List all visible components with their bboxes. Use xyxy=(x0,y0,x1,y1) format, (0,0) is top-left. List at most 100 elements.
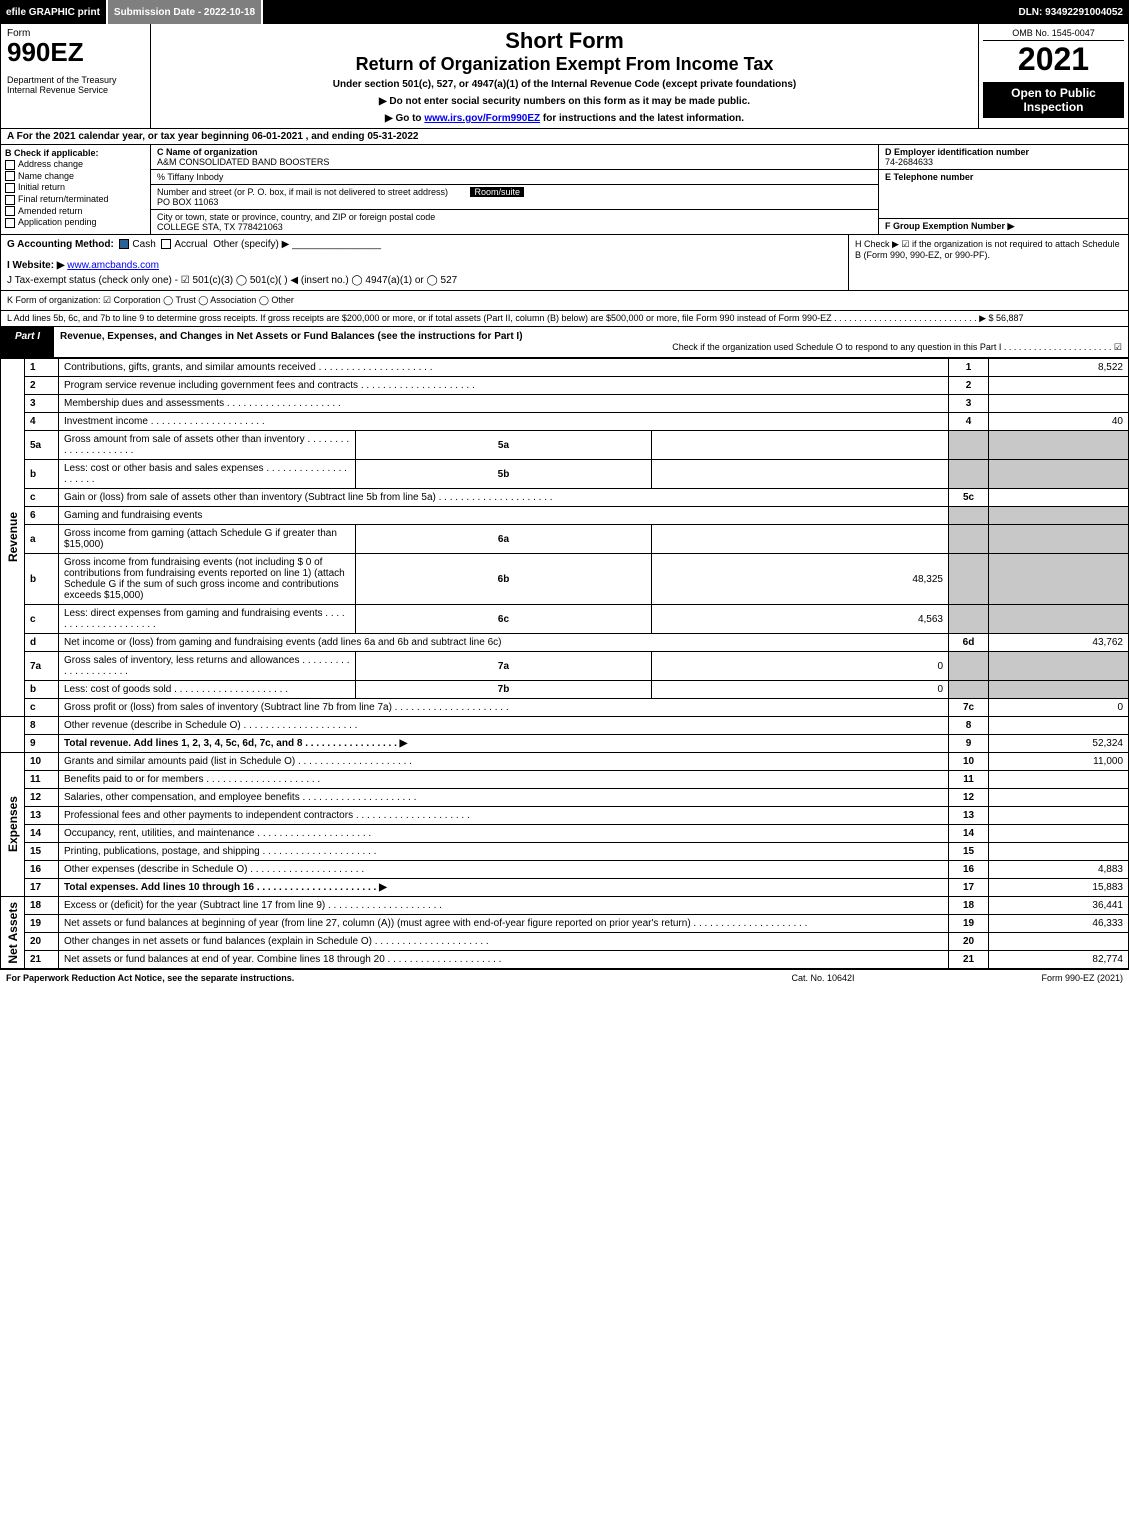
other-specify: Other (specify) ▶ xyxy=(213,239,289,250)
line-2-val xyxy=(989,377,1129,395)
line-17-desc: Total expenses. Add lines 10 through 16 … xyxy=(64,882,387,893)
chk-initial-return[interactable]: Initial return xyxy=(5,182,146,193)
goto-instructions: ▶ Go to www.irs.gov/Form990EZ for instru… xyxy=(157,113,972,124)
line-8-val xyxy=(989,717,1129,735)
line-12-rn: 12 xyxy=(949,789,989,807)
line-1-desc: Contributions, gifts, grants, and simila… xyxy=(64,362,433,373)
street-address: PO BOX 11063 xyxy=(157,197,218,207)
efile-print-label[interactable]: efile GRAPHIC print xyxy=(0,0,108,24)
line-7b-sn: 7b xyxy=(355,681,652,699)
form-ref: Form 990-EZ (2021) xyxy=(923,973,1123,983)
line-21-desc: Net assets or fund balances at end of ye… xyxy=(64,954,501,965)
f-group-exemption: F Group Exemption Number ▶ xyxy=(885,221,1014,231)
i-website-label: I Website: ▶ xyxy=(7,260,65,271)
line-11-val xyxy=(989,771,1129,789)
line-17-num: 17 xyxy=(25,879,59,897)
line-5c-val xyxy=(989,489,1129,507)
line-8-rn: 8 xyxy=(949,717,989,735)
form-number: 990EZ xyxy=(7,39,144,65)
line-2-num: 2 xyxy=(25,377,59,395)
shade-6c-v xyxy=(989,605,1129,634)
line-15-val xyxy=(989,843,1129,861)
line-11-num: 11 xyxy=(25,771,59,789)
chk-address-change[interactable]: Address change xyxy=(5,159,146,170)
line-6d-val: 43,762 xyxy=(989,634,1129,652)
line-4-val: 40 xyxy=(989,413,1129,431)
line-9-desc: Total revenue. Add lines 1, 2, 3, 4, 5c,… xyxy=(64,738,407,749)
goto-post: for instructions and the latest informat… xyxy=(540,113,744,124)
line-8-num: 8 xyxy=(25,717,59,735)
line-10-desc: Grants and similar amounts paid (list in… xyxy=(64,756,412,767)
chk-amended-return[interactable]: Amended return xyxy=(5,206,146,217)
line-6d-desc: Net income or (loss) from gaming and fun… xyxy=(59,634,949,652)
website-link[interactable]: www.amcbands.com xyxy=(67,260,159,271)
line-4-desc: Investment income xyxy=(64,416,265,427)
line-4-rn: 4 xyxy=(949,413,989,431)
line-1-rn: 1 xyxy=(949,359,989,377)
care-of: % Tiffany Inbody xyxy=(151,170,878,185)
dln: DLN: 93492291004052 xyxy=(1012,0,1129,24)
part-1-header: Part I Revenue, Expenses, and Changes in… xyxy=(0,327,1129,358)
line-5a-sv xyxy=(652,431,949,460)
line-5b-num: b xyxy=(25,460,59,489)
shade-6b-v xyxy=(989,554,1129,605)
line-12-num: 12 xyxy=(25,789,59,807)
line-9-num: 9 xyxy=(25,735,59,753)
expenses-side-label: Expenses xyxy=(6,796,20,852)
omb-number: OMB No. 1545-0047 xyxy=(983,28,1124,41)
form-title-block: Short Form Return of Organization Exempt… xyxy=(151,24,978,128)
chk-cash[interactable] xyxy=(119,239,129,249)
line-3-desc: Membership dues and assessments xyxy=(64,398,341,409)
chk-final-return[interactable]: Final return/terminated xyxy=(5,194,146,205)
line-12-val xyxy=(989,789,1129,807)
line-5c-num: c xyxy=(25,489,59,507)
line-2-rn: 2 xyxy=(949,377,989,395)
line-20-num: 20 xyxy=(25,933,59,951)
row-k-form-org: K Form of organization: ☑ Corporation ◯ … xyxy=(0,291,1129,311)
line-7a-sv: 0 xyxy=(652,652,949,681)
line-5a-num: 5a xyxy=(25,431,59,460)
line-6-num: 6 xyxy=(25,507,59,525)
line-5c-desc: Gain or (loss) from sale of assets other… xyxy=(64,492,553,503)
page-footer: For Paperwork Reduction Act Notice, see … xyxy=(0,969,1129,986)
part-tag: Part I xyxy=(1,327,54,357)
line-10-val: 11,000 xyxy=(989,753,1129,771)
line-1-num: 1 xyxy=(25,359,59,377)
g-label: G Accounting Method: xyxy=(7,239,114,250)
shade-7b xyxy=(949,681,989,699)
chk-name-change[interactable]: Name change xyxy=(5,171,146,182)
shade-6 xyxy=(949,507,989,525)
line-14-rn: 14 xyxy=(949,825,989,843)
line-18-num: 18 xyxy=(25,897,59,915)
shade-6-v xyxy=(989,507,1129,525)
line-7c-val: 0 xyxy=(989,699,1129,717)
shade-6b xyxy=(949,554,989,605)
irs-link[interactable]: www.irs.gov/Form990EZ xyxy=(424,113,540,124)
title-return: Return of Organization Exempt From Incom… xyxy=(157,54,972,75)
line-7b-sv: 0 xyxy=(652,681,949,699)
row-a-tax-year: A For the 2021 calendar year, or tax yea… xyxy=(0,129,1129,145)
e-phone-label: E Telephone number xyxy=(885,172,973,182)
line-16-desc: Other expenses (describe in Schedule O) xyxy=(64,864,364,875)
line-16-num: 16 xyxy=(25,861,59,879)
chk-accrual[interactable] xyxy=(161,239,171,249)
line-17-val: 15,883 xyxy=(989,879,1129,897)
d-ein-label: D Employer identification number xyxy=(885,147,1029,157)
city-label: City or town, state or province, country… xyxy=(157,212,435,222)
org-info: C Name of organization A&M CONSOLIDATED … xyxy=(151,145,878,234)
line-20-rn: 20 xyxy=(949,933,989,951)
line-11-rn: 11 xyxy=(949,771,989,789)
shade-5a xyxy=(949,431,989,460)
line-3-num: 3 xyxy=(25,395,59,413)
line-5a-desc: Gross amount from sale of assets other t… xyxy=(64,434,349,456)
row-j-tax-exempt: J Tax-exempt status (check only one) - ☑… xyxy=(7,275,842,286)
c-label: C Name of organization xyxy=(157,147,258,157)
line-6d-rn: 6d xyxy=(949,634,989,652)
line-20-desc: Other changes in net assets or fund bala… xyxy=(64,936,489,947)
part-1-table: Revenue 1 Contributions, gifts, grants, … xyxy=(0,358,1129,969)
line-13-num: 13 xyxy=(25,807,59,825)
shade-5b-v xyxy=(989,460,1129,489)
chk-application-pending[interactable]: Application pending xyxy=(5,217,146,228)
line-7c-desc: Gross profit or (loss) from sales of inv… xyxy=(64,702,509,713)
line-6c-sn: 6c xyxy=(355,605,652,634)
